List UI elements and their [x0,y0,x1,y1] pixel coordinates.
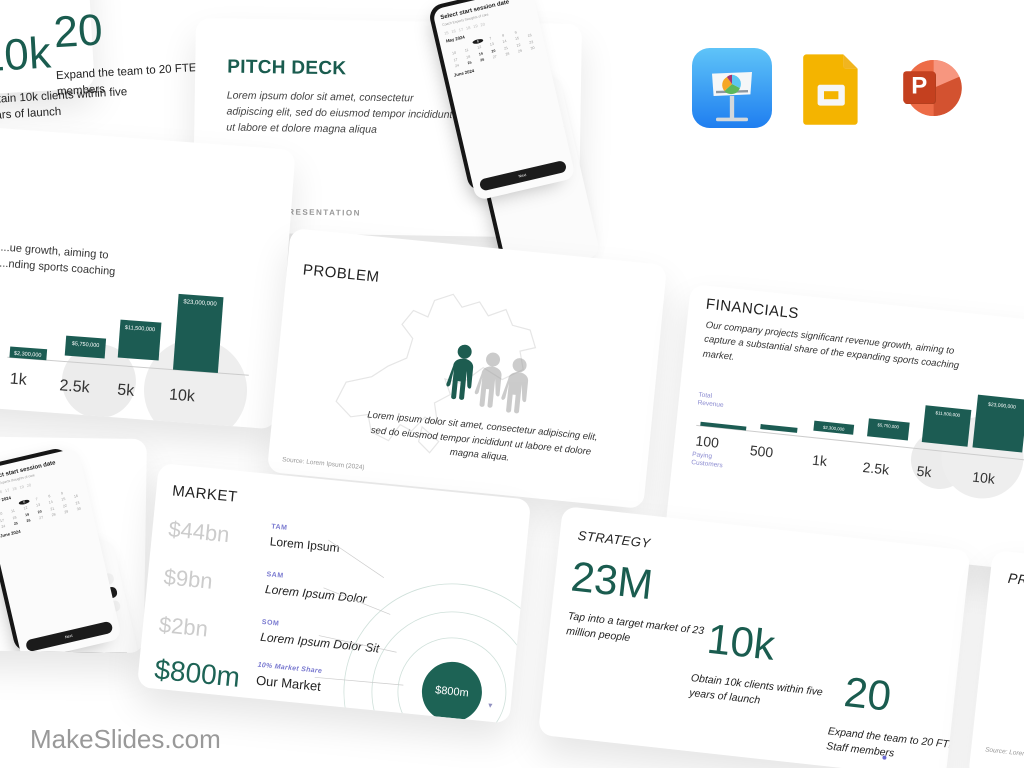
svg-text:P: P [911,73,927,100]
